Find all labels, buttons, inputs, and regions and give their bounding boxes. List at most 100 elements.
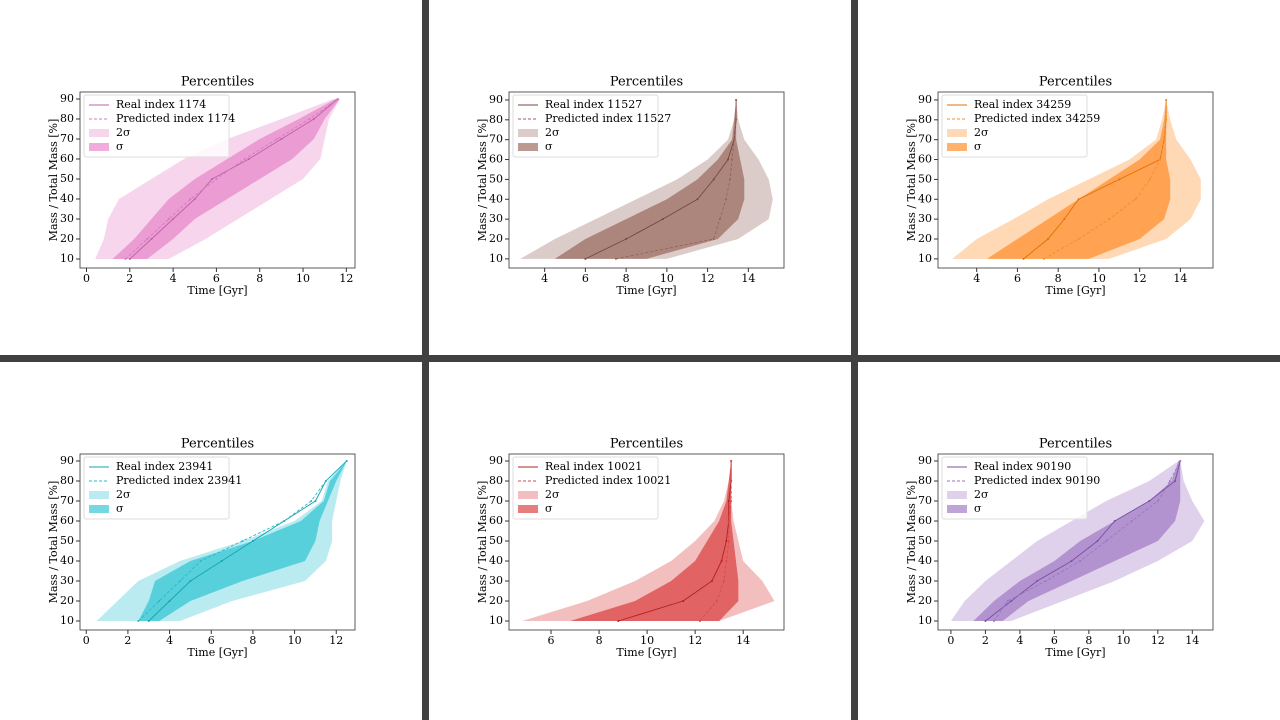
- y-tick-label: 80: [60, 474, 74, 487]
- legend-label: Real index 10021: [545, 460, 642, 473]
- point: [614, 257, 617, 260]
- legend-label: σ: [545, 140, 553, 153]
- point: [718, 218, 721, 221]
- point: [712, 178, 715, 181]
- point: [324, 480, 327, 482]
- band: [554, 99, 745, 259]
- legend-swatch: [518, 129, 538, 137]
- point: [1118, 178, 1121, 181]
- legend-swatch: [89, 143, 109, 151]
- point: [1134, 198, 1137, 201]
- point: [731, 158, 734, 161]
- legend-box: [83, 94, 230, 158]
- point: [193, 198, 196, 200]
- x-tick-label: 2: [982, 634, 989, 647]
- point: [625, 237, 628, 240]
- point: [276, 138, 279, 140]
- legend-swatch: [89, 505, 109, 513]
- point: [1168, 480, 1171, 482]
- x-tick-label: 10: [1092, 272, 1106, 285]
- x-axis-label: Time [Gyr]: [1045, 284, 1105, 297]
- point: [1077, 198, 1080, 201]
- plot-frame: [937, 453, 1214, 631]
- y-tick-label: 70: [489, 133, 503, 146]
- point: [1105, 540, 1108, 542]
- legend-box: [512, 456, 659, 520]
- point: [280, 138, 283, 140]
- y-tick-label: 60: [60, 152, 74, 165]
- point: [725, 560, 728, 562]
- legend-label: σ: [545, 502, 553, 515]
- legend-label: 2σ: [116, 488, 131, 501]
- point: [733, 138, 736, 141]
- x-tick-label: 12: [1151, 634, 1165, 647]
- point: [1179, 460, 1182, 462]
- point: [211, 178, 214, 180]
- legend-label: Predicted index 10021: [545, 474, 671, 487]
- x-tick-label: 8: [1085, 634, 1092, 647]
- x-tick-label: 8: [1055, 272, 1062, 285]
- x-axis-label: Time [Gyr]: [616, 646, 676, 659]
- y-axis-label: Mass / Total Mass [%]: [476, 119, 489, 242]
- y-tick-label: 60: [60, 514, 74, 527]
- y-tick-label: 20: [918, 232, 932, 245]
- x-tick-label: 0: [83, 272, 90, 285]
- y-tick-label: 90: [60, 454, 74, 467]
- legend-label: Predicted index 90190: [974, 474, 1100, 487]
- y-tick-label: 40: [489, 554, 503, 567]
- point: [682, 600, 685, 602]
- plot-frame: [508, 453, 785, 631]
- point: [617, 620, 620, 622]
- point: [189, 580, 192, 582]
- y-tick-label: 20: [489, 594, 503, 607]
- x-tick-label: 10: [640, 634, 654, 647]
- point: [729, 178, 732, 181]
- y-axis-label: Mass / Total Mass [%]: [905, 481, 918, 604]
- x-tick-label: 10: [296, 272, 310, 285]
- point: [727, 540, 730, 542]
- y-tick-label: 50: [489, 172, 503, 185]
- point: [1156, 500, 1159, 502]
- point: [1063, 218, 1066, 221]
- y-tick-label: 10: [489, 614, 503, 627]
- legend-label: Predicted index 11527: [545, 112, 671, 125]
- chart: Percentiles 0 2 4 6 8 10 12 10 20 30 40 50 60 70 80 90 Ti…: [47, 75, 356, 297]
- chart: Percentiles 0 2 4 6 8 10 12 14 10 20 30 40 50 60 70 80 90…: [905, 437, 1214, 659]
- point: [722, 580, 725, 582]
- x-tick-label: 4: [973, 272, 980, 285]
- y-tick-label: 40: [60, 192, 74, 205]
- legend-swatch: [89, 129, 109, 137]
- x-tick-label: 2: [124, 634, 131, 647]
- point: [220, 560, 223, 562]
- legend-label: Real index 90190: [974, 460, 1071, 473]
- x-tick-label: 8: [256, 272, 263, 285]
- chart-title: Percentiles: [181, 75, 254, 90]
- point: [1047, 237, 1049, 240]
- x-tick-label: 14: [736, 634, 750, 647]
- x-tick-label: 14: [741, 272, 755, 285]
- y-tick-label: 10: [489, 252, 503, 265]
- y-tick-label: 30: [60, 574, 74, 587]
- legend-swatch: [518, 491, 538, 499]
- y-tick-label: 30: [918, 574, 932, 587]
- plot-frame: [79, 453, 356, 631]
- legend-label: 2σ: [974, 488, 989, 501]
- x-tick-label: 12: [1133, 272, 1147, 285]
- y-tick-label: 70: [489, 494, 503, 507]
- x-tick-label: 8: [623, 272, 630, 285]
- legend-swatch: [947, 505, 967, 513]
- point: [1010, 600, 1013, 602]
- band: [950, 461, 1205, 621]
- point: [1006, 600, 1009, 602]
- legend-label: 2σ: [116, 126, 131, 139]
- point: [735, 98, 738, 101]
- point: [308, 118, 311, 120]
- y-tick-label: 10: [918, 252, 932, 265]
- point: [698, 620, 701, 622]
- y-tick-label: 60: [918, 153, 932, 166]
- legend-label: Real index 1174: [116, 98, 206, 111]
- point: [1148, 178, 1151, 181]
- y-tick-label: 90: [489, 93, 503, 106]
- point: [251, 540, 254, 542]
